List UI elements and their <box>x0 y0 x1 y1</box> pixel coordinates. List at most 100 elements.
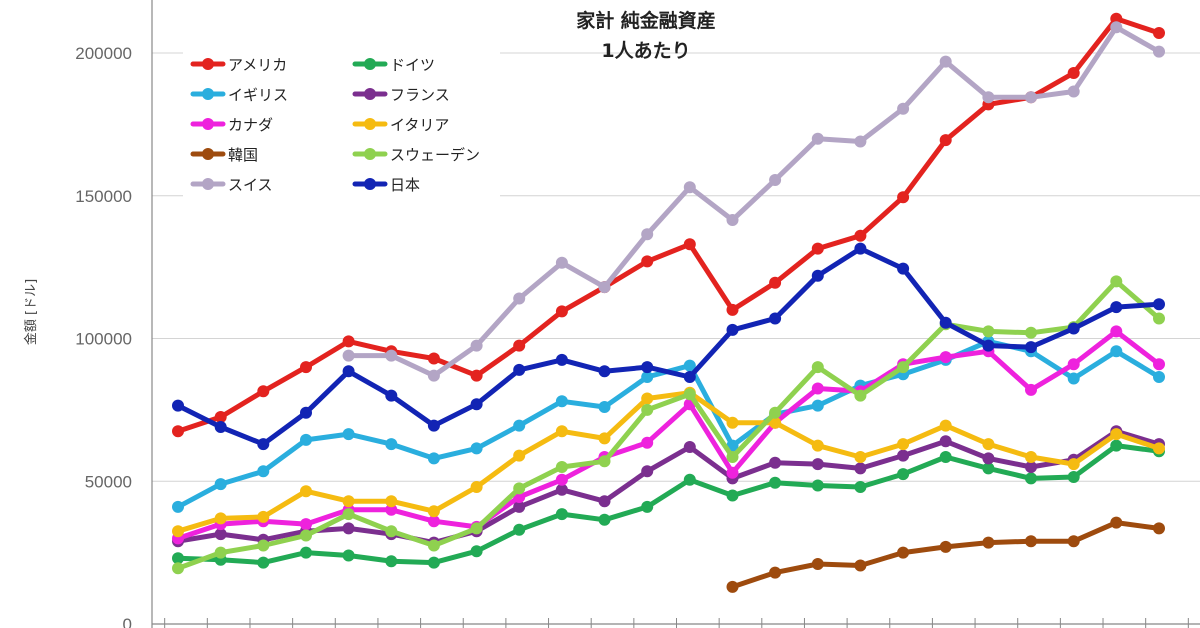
data-point <box>854 229 867 242</box>
data-point <box>939 351 952 364</box>
data-point <box>300 529 312 542</box>
data-point <box>854 242 867 255</box>
data-point <box>172 552 184 565</box>
data-point <box>470 522 483 535</box>
data-point <box>982 91 995 104</box>
data-point <box>555 461 568 473</box>
legend-label: カナダ <box>228 116 273 134</box>
data-point <box>427 515 440 528</box>
series-line <box>175 390 1162 534</box>
data-point <box>811 458 824 471</box>
data-point <box>1067 471 1080 483</box>
data-point <box>897 546 910 559</box>
legend-item: 日本 <box>352 176 420 194</box>
series-layer <box>172 12 1165 593</box>
legend-label: イタリア <box>390 116 449 134</box>
data-point <box>385 495 398 508</box>
axes: 0 50000 100000 150000 200000 <box>75 0 1200 628</box>
data-point <box>427 369 440 382</box>
data-point <box>598 432 611 445</box>
data-point <box>513 339 526 352</box>
data-point <box>470 545 483 558</box>
legend-item: イギリス <box>190 86 288 104</box>
data-point <box>300 406 312 419</box>
y-tick-label: 200000 <box>75 44 132 63</box>
data-point <box>385 555 398 568</box>
data-point <box>470 339 483 352</box>
data-point <box>385 503 398 516</box>
data-point <box>726 214 739 226</box>
data-point <box>513 419 526 432</box>
data-point <box>555 395 568 408</box>
data-point <box>470 369 483 382</box>
data-point <box>811 132 824 145</box>
legend-marker <box>202 88 214 100</box>
data-point <box>641 371 654 383</box>
data-point <box>811 399 824 412</box>
data-point <box>897 102 910 115</box>
data-point <box>854 451 867 463</box>
data-point <box>1067 358 1080 371</box>
data-point <box>939 55 952 68</box>
data-point <box>427 539 440 552</box>
data-point <box>1025 461 1037 473</box>
data-point <box>555 483 568 496</box>
y-tick-label: 0 <box>123 615 132 628</box>
data-point <box>172 500 184 513</box>
data-point <box>598 401 611 413</box>
data-point <box>300 546 312 559</box>
data-point <box>939 435 952 448</box>
legend-item: アメリカ <box>190 56 287 74</box>
data-point <box>598 365 611 378</box>
legend-label: スイス <box>228 176 273 194</box>
data-point <box>172 399 184 412</box>
data-point <box>385 525 398 538</box>
data-point <box>598 455 611 468</box>
data-point <box>1110 345 1123 358</box>
series-line <box>346 24 1162 379</box>
legend-background <box>183 42 500 206</box>
data-point <box>342 508 355 521</box>
series-10 <box>172 242 1165 451</box>
data-point <box>982 452 995 465</box>
data-point <box>598 513 611 526</box>
data-point <box>683 359 696 372</box>
data-point <box>683 238 696 251</box>
data-point <box>513 500 526 513</box>
data-point <box>1025 451 1037 463</box>
data-point <box>342 335 355 348</box>
data-point <box>641 465 654 478</box>
data-point <box>854 462 867 475</box>
legend-label: フランス <box>390 86 450 104</box>
data-point <box>257 465 270 478</box>
data-point <box>214 546 227 559</box>
data-point <box>1025 341 1037 354</box>
data-point <box>939 451 952 463</box>
data-point <box>1153 371 1165 383</box>
data-point <box>769 174 782 186</box>
data-point <box>555 473 568 486</box>
data-point <box>1110 12 1123 25</box>
data-point <box>513 292 526 305</box>
data-point <box>342 349 355 362</box>
data-point <box>513 523 526 536</box>
data-point <box>1067 322 1080 335</box>
legend-marker <box>364 58 376 70</box>
data-point <box>1153 27 1165 39</box>
data-point <box>811 439 824 452</box>
data-point <box>683 473 696 486</box>
data-point <box>982 325 995 338</box>
series-line <box>175 328 1162 541</box>
data-point <box>470 442 483 455</box>
series-9 <box>342 21 1165 382</box>
data-point <box>1067 85 1080 98</box>
series-line <box>175 428 1162 546</box>
data-point <box>683 181 696 194</box>
data-point <box>385 349 398 362</box>
data-point <box>939 540 952 553</box>
legend-marker <box>202 148 214 160</box>
data-point <box>257 385 270 398</box>
data-point <box>939 316 952 329</box>
data-point <box>427 452 440 465</box>
